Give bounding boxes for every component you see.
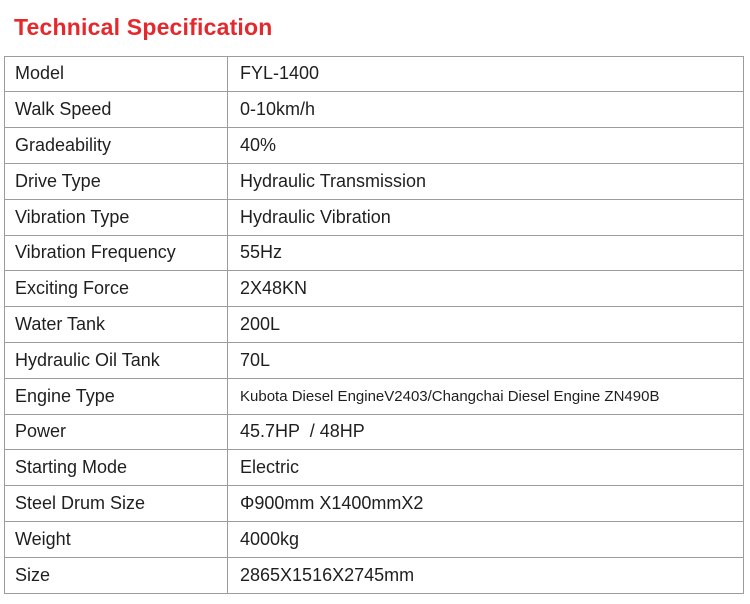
spec-label-size: Size	[4, 556, 228, 594]
table-row: Model FYL-1400	[4, 55, 744, 93]
spec-label-steel-drum-size: Steel Drum Size	[4, 485, 228, 522]
spec-value-walk-speed: 0-10km/h	[227, 91, 744, 129]
spec-value-vibration-frequency: 55Hz	[227, 234, 744, 272]
spec-value-gradeability: 40%	[227, 127, 744, 164]
spec-value-engine-type: Kubota Diesel EngineV2403/Changchai Dies…	[227, 377, 744, 415]
spec-value-power: 45.7HP / 48HP	[227, 413, 744, 451]
spec-label-gradeability: Gradeability	[4, 127, 228, 164]
spec-label-weight: Weight	[4, 520, 228, 558]
table-row: Vibration Type Hydraulic Vibration	[4, 198, 744, 236]
spec-value-vibration-type: Hydraulic Vibration	[227, 198, 744, 236]
spec-label-starting-mode: Starting Mode	[4, 449, 228, 487]
spec-label-hydraulic-oil-tank: Hydraulic Oil Tank	[4, 341, 228, 379]
spec-label-power: Power	[4, 413, 228, 451]
table-row: Water Tank 200L	[4, 306, 744, 343]
table-row: Starting Mode Electric	[4, 449, 744, 487]
spec-label-exciting-force: Exciting Force	[4, 270, 228, 308]
spec-label-vibration-frequency: Vibration Frequency	[4, 234, 228, 272]
spec-value-exciting-force: 2X48KN	[227, 270, 744, 308]
spec-label-drive-type: Drive Type	[4, 162, 228, 200]
table-row: Power 45.7HP / 48HP	[4, 413, 744, 451]
spec-value-water-tank: 200L	[227, 306, 744, 343]
spec-value-model: FYL-1400	[227, 55, 744, 93]
spec-value-size: 2865X1516X2745mm	[227, 556, 744, 594]
table-row: Steel Drum Size Φ900mm X1400mmX2	[4, 485, 744, 522]
table-row: Gradeability 40%	[4, 127, 744, 164]
spec-label-walk-speed: Walk Speed	[4, 91, 228, 129]
spec-value-drive-type: Hydraulic Transmission	[227, 162, 744, 200]
spec-value-weight: 4000kg	[227, 520, 744, 558]
table-row: Size 2865X1516X2745mm	[4, 556, 744, 594]
technical-specification-table: Model FYL-1400 Walk Speed 0-10km/h Grade…	[4, 55, 744, 594]
spec-label-model: Model	[4, 55, 228, 93]
page-title: Technical Specification	[14, 14, 273, 40]
spec-label-water-tank: Water Tank	[4, 306, 228, 343]
table-row: Walk Speed 0-10km/h	[4, 91, 744, 129]
table-row: Vibration Frequency 55Hz	[4, 234, 744, 272]
table-row: Engine Type Kubota Diesel EngineV2403/Ch…	[4, 377, 744, 415]
spec-label-vibration-type: Vibration Type	[4, 198, 228, 236]
spec-value-steel-drum-size: Φ900mm X1400mmX2	[227, 485, 744, 522]
table-row: Weight 4000kg	[4, 520, 744, 558]
spec-value-starting-mode: Electric	[227, 449, 744, 487]
spec-label-engine-type: Engine Type	[4, 377, 228, 415]
spec-value-hydraulic-oil-tank: 70L	[227, 341, 744, 379]
table-row: Exciting Force 2X48KN	[4, 270, 744, 308]
table-row: Hydraulic Oil Tank 70L	[4, 341, 744, 379]
table-row: Drive Type Hydraulic Transmission	[4, 162, 744, 200]
